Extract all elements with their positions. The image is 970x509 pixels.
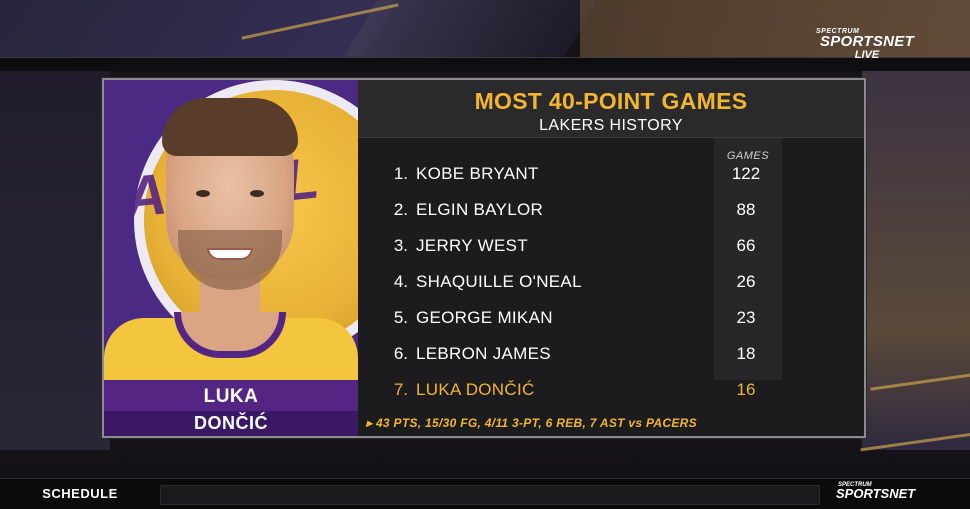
row-games-value: 26: [736, 272, 756, 291]
row-rank: 6.: [393, 344, 408, 363]
leaderboard-row: 3. JERRY WEST 66: [358, 236, 864, 272]
row-rank: 2.: [393, 200, 408, 219]
background-stripe: [862, 60, 970, 450]
background-stripe: [0, 60, 110, 450]
network-logo-live-text: LIVE: [854, 49, 880, 61]
game-stat-footnote: ▸ 43 PTS, 15/30 FG, 4/11 3-PT, 6 REB, 7 …: [366, 416, 697, 430]
games-column-background: [714, 138, 782, 380]
leaderboard-row-highlighted: 7. LUKA DONČIĆ 16: [358, 380, 864, 416]
player-eye: [250, 190, 264, 197]
row-player-name: KOBE BRYANT: [416, 164, 539, 183]
player-name-plate: LUKA DONČIĆ: [104, 380, 358, 436]
graphic-title: MOST 40-POINT GAMES: [474, 88, 748, 114]
background-stripe: [580, 0, 970, 60]
row-games-value: 18: [736, 344, 756, 363]
ticker-network-logo: SPECTRUM SPORTSNET: [836, 482, 926, 500]
row-rank: 5.: [393, 308, 408, 327]
ticker-bar: [160, 485, 820, 505]
row-games-value: 122: [731, 164, 761, 183]
player-first-name: LUKA: [203, 386, 259, 407]
row-player-name: JERRY WEST: [416, 236, 528, 255]
leaderboard-row: 5. GEORGE MIKAN 23: [358, 308, 864, 344]
leaderboard-row: 6. LEBRON JAMES 18: [358, 344, 864, 380]
row-player-name: ELGIN BAYLOR: [416, 200, 544, 219]
row-player-name: LEBRON JAMES: [416, 344, 551, 363]
row-player-name: SHAQUILLE O'NEAL: [416, 272, 582, 291]
row-rank: 7.: [393, 380, 408, 399]
network-logo: SPECTRUM SPORTSNET LIVE: [812, 28, 922, 61]
graphic-subtitle: LAKERS HISTORY: [539, 117, 683, 134]
player-eye: [196, 190, 210, 197]
row-games-value: 88: [736, 200, 756, 219]
schedule-label: SCHEDULE: [42, 486, 118, 501]
ticker-logo-main-text: SPORTSNET: [836, 486, 916, 501]
row-player-name: LUKA DONČIĆ: [416, 380, 535, 399]
leaderboard-row: 4. SHAQUILLE O'NEAL 26: [358, 272, 864, 308]
graphic-title-box: MOST 40-POINT GAMES LAKERS HISTORY: [358, 80, 864, 138]
header-bar: [0, 57, 970, 71]
network-logo-main-text: SPORTSNET: [819, 33, 915, 50]
row-rank: 4.: [393, 272, 408, 291]
player-last-name: DONČIĆ: [194, 413, 268, 433]
leaderboard-row: 2. ELGIN BAYLOR 88: [358, 200, 864, 236]
player-smile: [207, 248, 253, 260]
stat-graphic-panel: ANGEL LUKA DONČIĆ MOST 40-POINT GAMES LA…: [102, 78, 866, 438]
bottom-ticker: SCHEDULE SPECTRUM SPORTSNET: [0, 478, 970, 509]
games-column-header: GAMES: [726, 150, 770, 162]
row-games-value: 16: [736, 380, 756, 399]
player-photo: ANGEL: [104, 80, 358, 380]
row-rank: 1.: [393, 164, 408, 183]
row-games-value: 23: [736, 308, 756, 327]
player-last-name-bar: DONČIĆ: [104, 411, 358, 436]
row-games-value: 66: [736, 236, 756, 255]
network-logo-small-text: SPECTRUM: [816, 28, 860, 35]
row-rank: 3.: [393, 236, 408, 255]
background-stripe: [0, 0, 398, 60]
row-player-name: GEORGE MIKAN: [416, 308, 553, 327]
ticker-logo-small-text: SPECTRUM: [838, 482, 872, 488]
leaderboard-row: 1. KOBE BRYANT 122: [358, 164, 864, 200]
player-hair: [162, 98, 298, 156]
